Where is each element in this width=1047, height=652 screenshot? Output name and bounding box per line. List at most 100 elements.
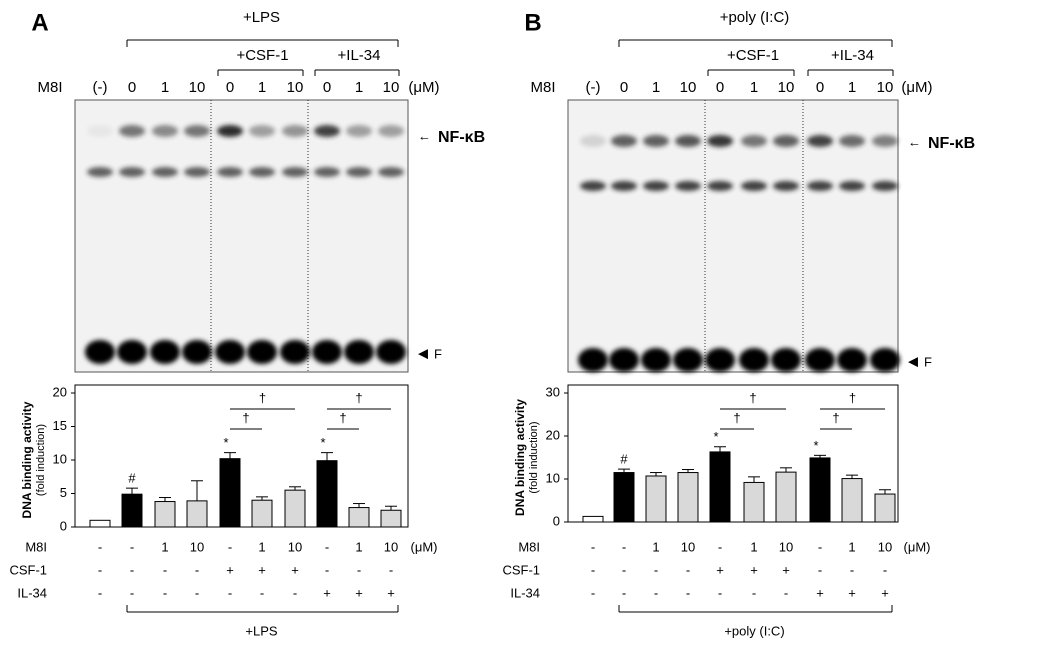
row-cell: - [325, 539, 329, 554]
comparison-mark: † [832, 410, 839, 425]
comparison-mark: † [749, 390, 756, 405]
row-label: CSF-1 [502, 562, 540, 577]
y-tick-label: 0 [553, 513, 560, 528]
band [152, 125, 178, 137]
lane-label: M8I [37, 79, 62, 96]
row-cell: - [130, 539, 134, 554]
row-cell: - [818, 562, 822, 577]
arrow: ← [418, 128, 431, 143]
row-cell: - [591, 539, 595, 554]
annotation: # [620, 452, 628, 467]
arrow: ◀ [908, 353, 918, 368]
bar [582, 515, 604, 523]
band [837, 348, 867, 372]
row-cell: 1 [750, 539, 757, 554]
group-label: +CSF-1 [236, 47, 288, 64]
row-cell: - [718, 539, 722, 554]
lane-label: (μM) [408, 79, 439, 96]
row-cell: - [195, 585, 199, 600]
row-label: M8I [518, 539, 540, 554]
bar [154, 501, 176, 528]
band [741, 181, 767, 191]
row-cell: 1 [161, 539, 168, 554]
lane-label: 0 [620, 79, 628, 96]
band [675, 135, 701, 147]
lane-label: 0 [323, 79, 331, 96]
band [184, 125, 210, 137]
bar [677, 472, 699, 523]
band [611, 181, 637, 191]
row-cell: 10 [288, 539, 302, 554]
bar [284, 489, 306, 528]
row-cell: - [293, 585, 297, 600]
comparison-mark: † [259, 390, 266, 405]
annotation: * [813, 438, 818, 453]
band [839, 135, 865, 147]
row-cell: - [325, 562, 329, 577]
band [117, 340, 147, 364]
lane-label: (-) [93, 79, 108, 96]
row-cell: - [784, 585, 788, 600]
bar [709, 451, 731, 523]
band [314, 125, 340, 137]
band [673, 348, 703, 372]
band [280, 340, 310, 364]
y-axis-label: (fold induction) [35, 424, 47, 496]
group-label: +IL-34 [831, 47, 874, 64]
row-cell: - [752, 585, 756, 600]
row-cell: 1 [258, 539, 265, 554]
y-tick-label: 10 [53, 451, 67, 466]
lane-label: 10 [383, 79, 400, 96]
group-label: +IL-34 [338, 47, 381, 64]
row-cell: - [98, 539, 102, 554]
band [152, 167, 178, 177]
band [85, 340, 115, 364]
group-label: +CSF-1 [727, 47, 779, 64]
lane-label: M8I [530, 79, 555, 96]
row-cell: 10 [681, 539, 695, 554]
y-tick-label: 15 [53, 418, 67, 433]
band [643, 181, 669, 191]
row-cell: - [591, 585, 595, 600]
lane-label: 0 [716, 79, 724, 96]
band [773, 181, 799, 191]
row-cell: - [686, 585, 690, 600]
row-cell: + [848, 585, 856, 600]
row-cell: + [323, 585, 331, 600]
band [215, 340, 245, 364]
row-cell: - [591, 562, 595, 577]
row-cell: - [654, 585, 658, 600]
band [346, 125, 372, 137]
y-tick-label: 5 [60, 485, 67, 500]
band [580, 135, 606, 147]
band [314, 167, 340, 177]
band [872, 181, 898, 191]
band [609, 348, 639, 372]
comparison-mark: † [242, 410, 249, 425]
band [249, 125, 275, 137]
bar [186, 500, 208, 528]
y-axis-label: (fold induction) [528, 421, 540, 493]
row-label: IL-34 [510, 585, 540, 600]
band [707, 135, 733, 147]
row-cell: - [130, 562, 134, 577]
lane-label: 10 [877, 79, 894, 96]
row-cell: - [98, 585, 102, 600]
lane-label: (μM) [901, 79, 932, 96]
row-cell: - [818, 539, 822, 554]
comparison-mark: † [355, 390, 362, 405]
band [282, 125, 308, 137]
band [739, 348, 769, 372]
arrow: ◀ [418, 345, 428, 360]
band [312, 340, 342, 364]
row-cell: - [883, 562, 887, 577]
row-cell: + [816, 585, 824, 600]
row-cell: + [258, 562, 266, 577]
row-cell: 1 [652, 539, 659, 554]
row-cell: 1 [355, 539, 362, 554]
row-cell: - [228, 585, 232, 600]
lane-label: 10 [680, 79, 697, 96]
row-cell: - [850, 562, 854, 577]
row-cell: - [718, 585, 722, 600]
y-axis-label: DNA binding activity [513, 399, 527, 516]
